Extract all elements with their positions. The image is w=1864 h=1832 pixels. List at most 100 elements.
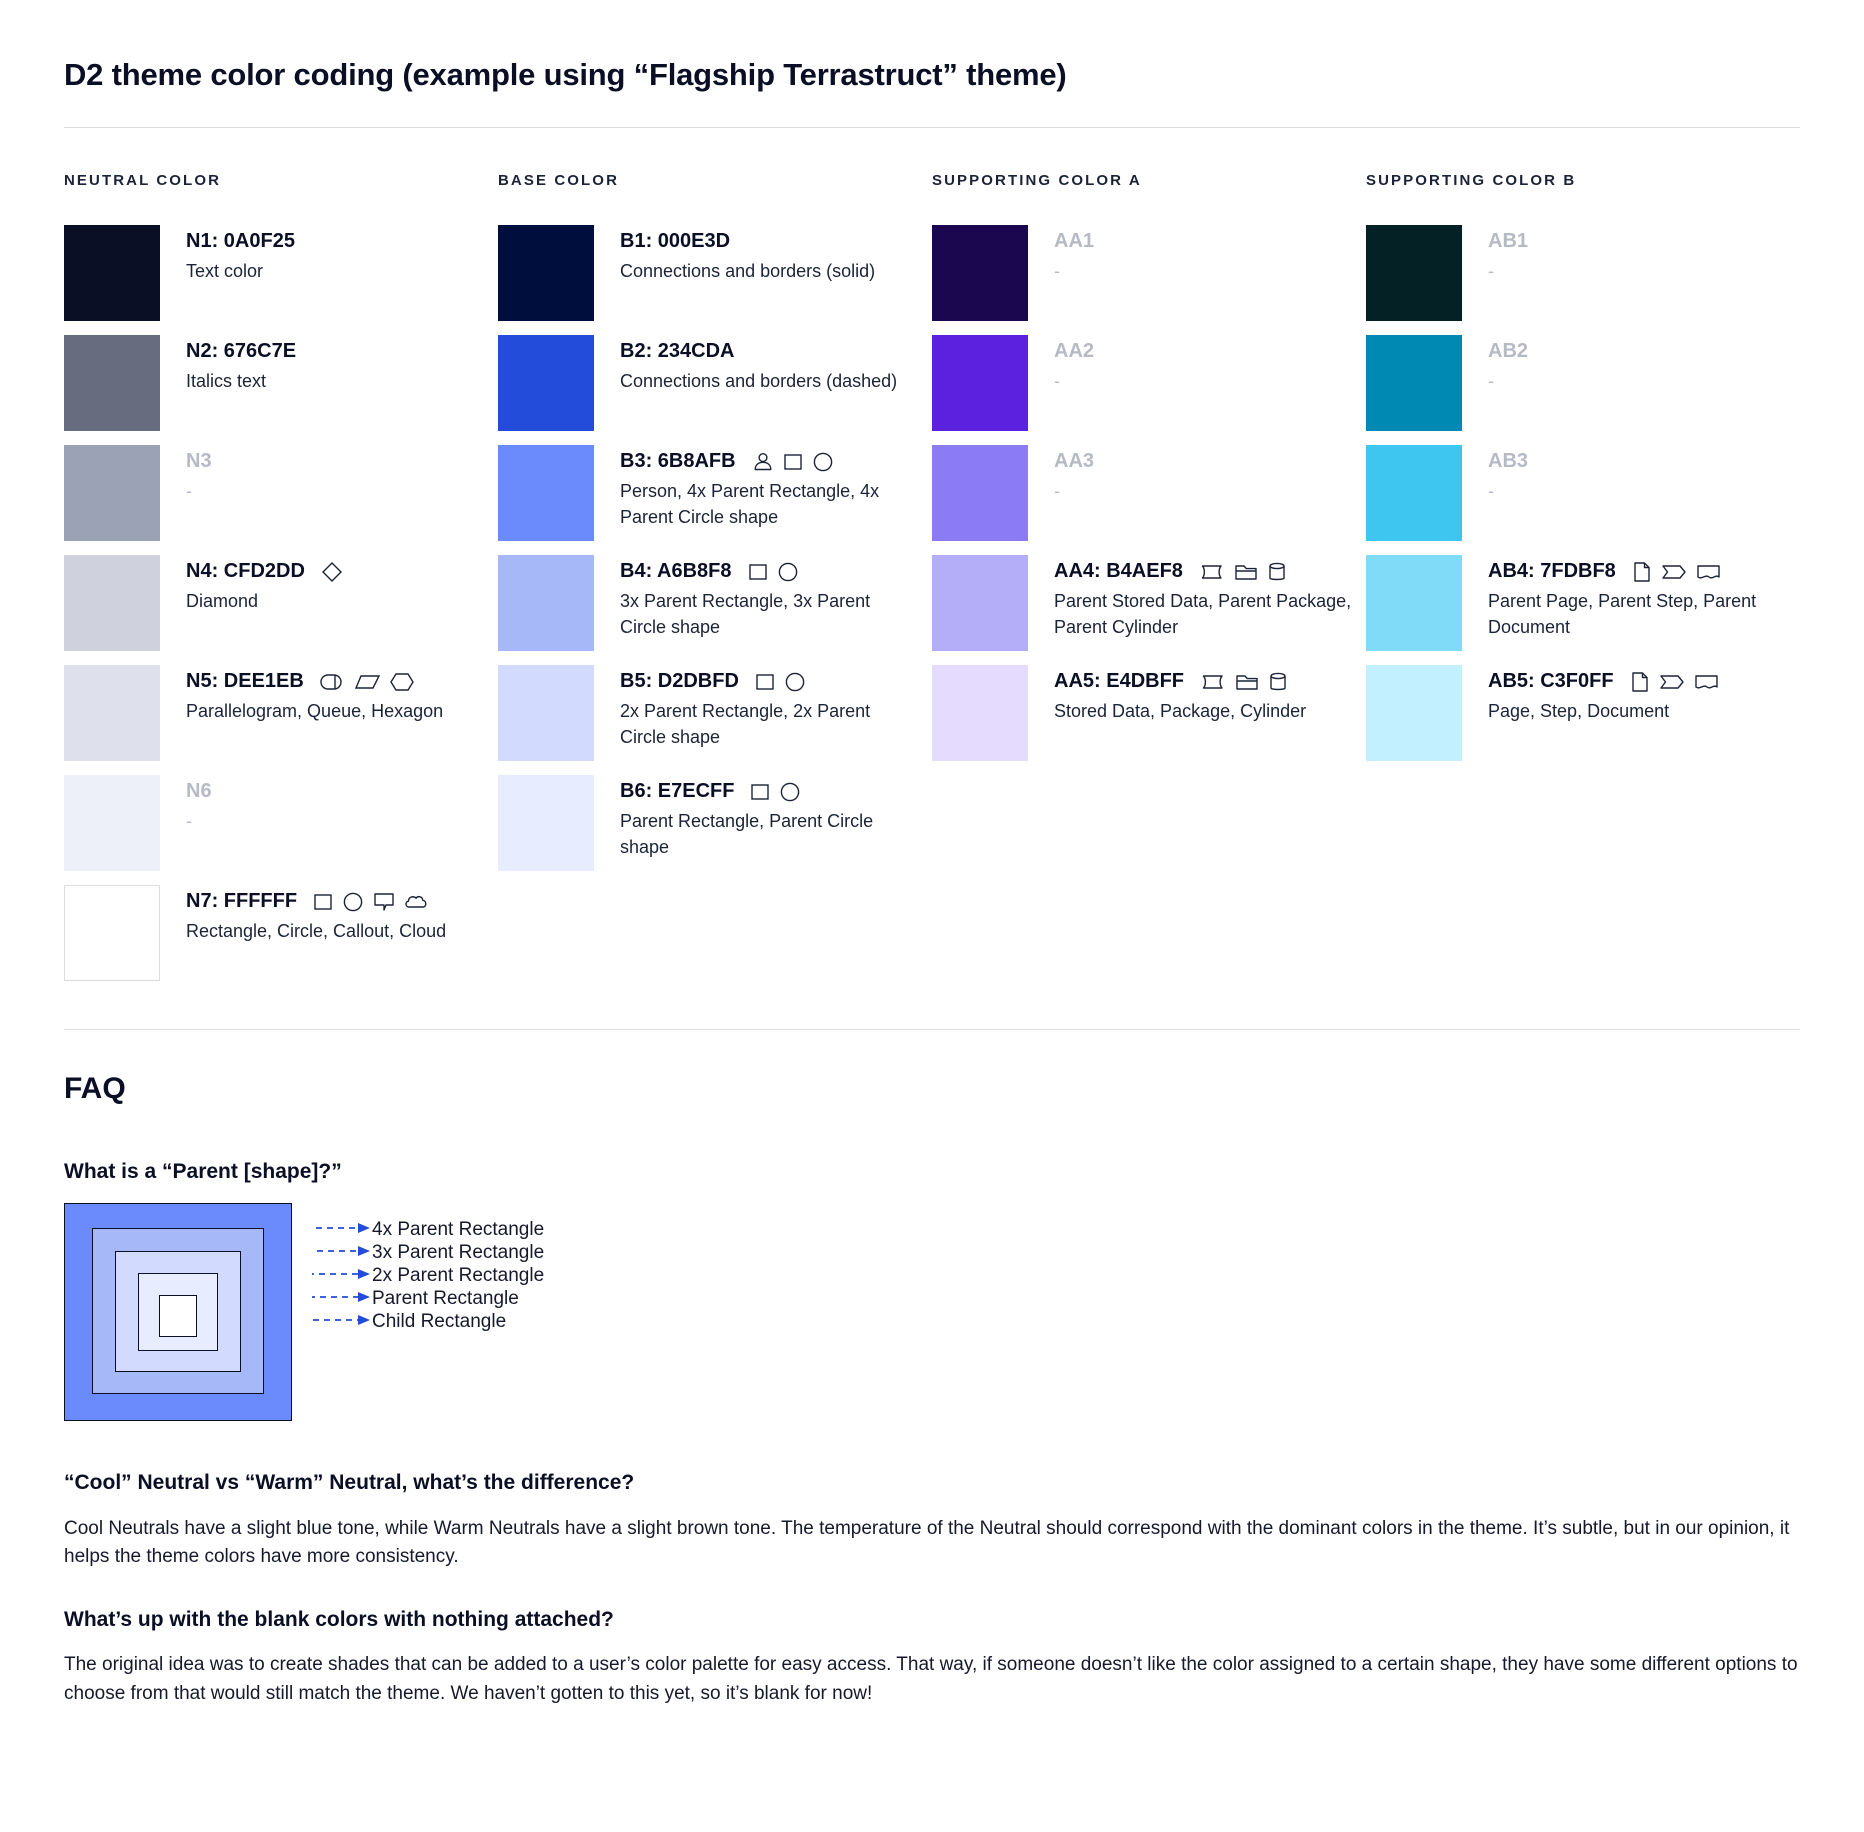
- swatch-label: AB4: 7FDBF8: [1488, 559, 1788, 584]
- color-swatch[interactable]: [64, 885, 160, 982]
- swatch-row[interactable]: AA3 -: [932, 445, 1366, 542]
- swatch-row[interactable]: AB5: C3F0FF Page, Step, Document: [1366, 665, 1800, 762]
- color-swatch[interactable]: [498, 335, 594, 432]
- color-swatch[interactable]: [64, 555, 160, 652]
- color-swatch[interactable]: [64, 225, 160, 322]
- swatch-row[interactable]: B3: 6B8AFB Person, 4x Parent Rectangle, 4…: [498, 445, 932, 542]
- swatch-row[interactable]: N4: CFD2DD Diamond: [64, 555, 498, 652]
- palette-column-heading: SUPPORTING COLOR A: [932, 172, 1142, 190]
- palette-grid: NEUTRAL COLOR N1: 0A0F25 Text color N2: 676…: [64, 172, 1800, 995]
- step-icon: [1659, 672, 1685, 692]
- color-swatch[interactable]: [498, 225, 594, 322]
- swatch-text: AA4: B4AEF8 Parent Stored Data, Parent Pa…: [1054, 555, 1354, 640]
- swatch-row[interactable]: B4: A6B8F8 3x Parent Rectangle, 3x Parent…: [498, 555, 932, 652]
- swatch-description: -: [186, 811, 192, 832]
- color-swatch[interactable]: [498, 775, 594, 872]
- color-swatch[interactable]: [498, 555, 594, 652]
- color-swatch[interactable]: [64, 775, 160, 872]
- shape-icon-group: [1632, 561, 1722, 583]
- color-swatch[interactable]: [1366, 555, 1462, 652]
- color-swatch[interactable]: [932, 335, 1028, 432]
- swatch-row[interactable]: AA1 -: [932, 225, 1366, 322]
- swatch-label: N2: 676C7E: [186, 339, 296, 364]
- swatch-description: Diamond: [186, 591, 259, 612]
- swatch-label: AB2: [1488, 339, 1528, 364]
- page-icon: [1630, 671, 1650, 693]
- swatch-row[interactable]: N7: FFFFFF Rectangle, Circle, Callout, Cl…: [64, 885, 498, 982]
- swatch-row[interactable]: N3 -: [64, 445, 498, 542]
- swatch-row[interactable]: N5: DEE1EB Parallelogram, Queue, Hexagon: [64, 665, 498, 762]
- swatch-row[interactable]: AB2 -: [1366, 335, 1800, 432]
- swatch-text: N6 -: [186, 775, 212, 834]
- palette-column-1: NEUTRAL COLOR N1: 0A0F25 Text color N2: 676…: [64, 172, 498, 995]
- color-swatch[interactable]: [64, 445, 160, 542]
- color-swatch[interactable]: [1366, 665, 1462, 762]
- shape-icon-group: [313, 891, 430, 913]
- swatch-row[interactable]: B2: 234CDA Connections and borders (dashe…: [498, 335, 932, 432]
- swatch-row[interactable]: AA2 -: [932, 335, 1366, 432]
- rectangle-icon: [750, 782, 770, 802]
- color-swatch[interactable]: [932, 665, 1028, 762]
- shape-icon-group: [321, 561, 343, 583]
- swatch-description: Stored Data, Package, Cylinder: [1054, 701, 1307, 722]
- swatch-label-text: AB2: [1488, 340, 1529, 363]
- color-swatch[interactable]: [932, 555, 1028, 652]
- swatch-text: B4: A6B8F8 3x Parent Rectangle, 3x Parent…: [620, 555, 920, 640]
- swatch-text: N1: 0A0F25 Text color: [186, 225, 295, 284]
- swatch-row[interactable]: AB1 -: [1366, 225, 1800, 322]
- swatch-row[interactable]: AB4: 7FDBF8 Parent Page, Parent Step, Par…: [1366, 555, 1800, 652]
- color-swatch[interactable]: [1366, 335, 1462, 432]
- document-icon: [1694, 672, 1720, 692]
- color-swatch[interactable]: [64, 665, 160, 762]
- color-swatch[interactable]: [932, 445, 1028, 542]
- circle-icon: [342, 891, 364, 913]
- swatch-label: B1: 000E3D: [620, 229, 875, 254]
- swatch-label-text: N3: [186, 450, 212, 473]
- swatch-label-text: B5: D2DBFD: [620, 670, 739, 693]
- page-title: D2 theme color coding (example using “Fl…: [64, 57, 1067, 92]
- color-swatch[interactable]: [1366, 445, 1462, 542]
- swatch-description: Page, Step, Document: [1488, 701, 1670, 722]
- color-swatch[interactable]: [64, 335, 160, 432]
- swatch-label: AB5: C3F0FF: [1488, 669, 1720, 694]
- diamond-icon: [321, 561, 343, 583]
- color-swatch[interactable]: [498, 665, 594, 762]
- swatch-text: AB4: 7FDBF8 Parent Page, Parent Step, Par…: [1488, 555, 1788, 640]
- swatch-description: 2x Parent Rectangle, 2x Parent Circle sh…: [620, 701, 871, 748]
- swatch-label: AA1: [1054, 229, 1094, 254]
- swatch-row[interactable]: AA5: E4DBFF Stored Data, Package, Cylinde…: [932, 665, 1366, 762]
- shape-icon-group: [1200, 671, 1288, 693]
- faq-item-parent-shape: What is a “Parent [shape]?”: [64, 1158, 1800, 1423]
- swatch-label: AA4: B4AEF8: [1054, 559, 1354, 584]
- swatch-description: Parallelogram, Queue, Hexagon: [186, 701, 444, 722]
- color-swatch[interactable]: [932, 225, 1028, 322]
- swatch-label-text: N7: FFFFFF: [186, 890, 298, 913]
- swatch-row[interactable]: B1: 000E3D Connections and borders (solid…: [498, 225, 932, 322]
- stored-data-icon: [1199, 562, 1225, 582]
- faq-question-1: What is a “Parent [shape]?”: [64, 1160, 342, 1184]
- circle-icon: [812, 451, 834, 473]
- swatch-row[interactable]: N6 -: [64, 775, 498, 872]
- swatch-row[interactable]: N1: 0A0F25 Text color: [64, 225, 498, 322]
- faq-item-blank-colors: What’s up with the blank colors with not…: [64, 1606, 1800, 1708]
- color-swatch[interactable]: [498, 445, 594, 542]
- swatch-row[interactable]: AB3 -: [1366, 445, 1800, 542]
- swatch-text: B5: D2DBFD 2x Parent Rectangle, 2x Parent…: [620, 665, 920, 750]
- palette-column-3: SUPPORTING COLOR A AA1 - AA2 - AA3 - AA4: B4AEF…: [932, 172, 1366, 995]
- swatch-description: Parent Page, Parent Step, Parent Documen…: [1488, 591, 1757, 638]
- swatch-row[interactable]: B6: E7ECFF Parent Rectangle, Parent Circl…: [498, 775, 932, 872]
- stored-data-icon: [1200, 672, 1226, 692]
- swatch-row[interactable]: AA4: B4AEF8 Parent Stored Data, Parent Pa…: [932, 555, 1366, 652]
- swatch-text: AB5: C3F0FF Page, Step, Document: [1488, 665, 1720, 724]
- swatch-description: -: [1488, 481, 1494, 502]
- swatch-label-text: B2: 234CDA: [620, 340, 735, 363]
- swatch-label: B5: D2DBFD: [620, 669, 920, 694]
- swatch-label-text: AA3: [1054, 450, 1095, 473]
- swatch-label-text: AB5: C3F0FF: [1488, 670, 1614, 693]
- circle-icon: [784, 671, 806, 693]
- color-swatch[interactable]: [1366, 225, 1462, 322]
- swatch-row[interactable]: N2: 676C7E Italics text: [64, 335, 498, 432]
- swatch-text: AB3 -: [1488, 445, 1528, 504]
- legend-label-parent: Parent Rectangle: [372, 1288, 519, 1310]
- swatch-row[interactable]: B5: D2DBFD 2x Parent Rectangle, 2x Parent…: [498, 665, 932, 762]
